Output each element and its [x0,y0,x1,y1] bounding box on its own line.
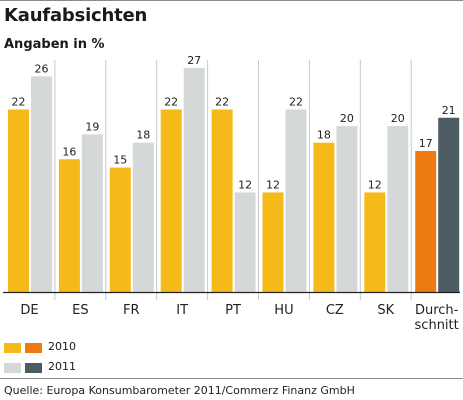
source-note: Quelle: Europa Konsumbarometer 2011/Comm… [4,384,355,397]
data-label-2011: 19 [85,120,99,133]
bar-2010-cz [313,142,335,292]
bar-2010-de [8,109,29,293]
top-rule [0,0,463,1]
bar-2010-pt [211,109,233,293]
legend-swatch-2010-country [4,343,21,353]
bar-2011-it [183,68,205,292]
bar-2010-es [58,159,80,292]
bar-2010-fr [109,167,131,292]
data-label-2011: 20 [391,112,405,125]
bar-2011-pt [234,192,256,292]
bar-2011-sk [387,126,409,293]
legend-label-2011: 2011 [48,360,76,373]
bar-2011-fr [132,142,154,292]
data-label-2010: 17 [419,137,433,150]
legend-swatch-2011-country [4,363,21,373]
category-label: PT [225,303,241,318]
data-label-2011: 21 [442,104,456,117]
data-label-2011: 26 [35,62,49,75]
source-rule [0,378,463,379]
category-label: HU [274,303,293,318]
data-label-2010: 15 [113,154,127,167]
chart-subtitle: Angaben in % [4,37,105,52]
bar-2010-average [415,150,437,292]
data-label-2010: 12 [368,178,382,191]
data-label-2011: 12 [238,178,252,191]
legend-swatch-2010-average [25,343,42,353]
category-label: SK [377,303,394,318]
legend-swatch-2011-average [25,363,42,373]
bar-chart: 22 26 DE 16 19 ES 15 18 FR 22 27 IT 22 12 PT 12 22 HU 18 20… [3,54,460,333]
bar-2011-de [31,76,52,292]
category-label: DE [20,303,38,318]
bar-2011-cz [336,126,358,293]
category-label: schnitt [415,318,459,333]
legend-label-2010: 2010 [48,340,76,353]
category-label: FR [123,303,140,318]
bar-2011-average [438,117,460,293]
chart-title: Kaufabsichten [4,5,148,26]
bar-2011-es [81,134,103,292]
category-label: ES [72,303,88,318]
data-label-2010: 22 [215,95,229,108]
data-label-2010: 18 [317,129,331,142]
data-label-2010: 12 [266,178,280,191]
data-label-2010: 16 [62,145,76,158]
bar-2010-sk [364,192,386,292]
data-label-2011: 20 [340,112,354,125]
data-label-2011: 18 [136,129,150,142]
bar-2010-hu [262,192,284,292]
bar-2010-it [160,109,182,293]
bar-2011-hu [285,109,307,293]
data-label-2010: 22 [12,95,26,108]
data-label-2011: 27 [187,54,201,67]
category-label: CZ [326,303,344,318]
data-label-2010: 22 [164,95,178,108]
category-label: IT [176,303,188,318]
category-label: Durch- [415,303,459,318]
data-label-2011: 22 [289,95,303,108]
